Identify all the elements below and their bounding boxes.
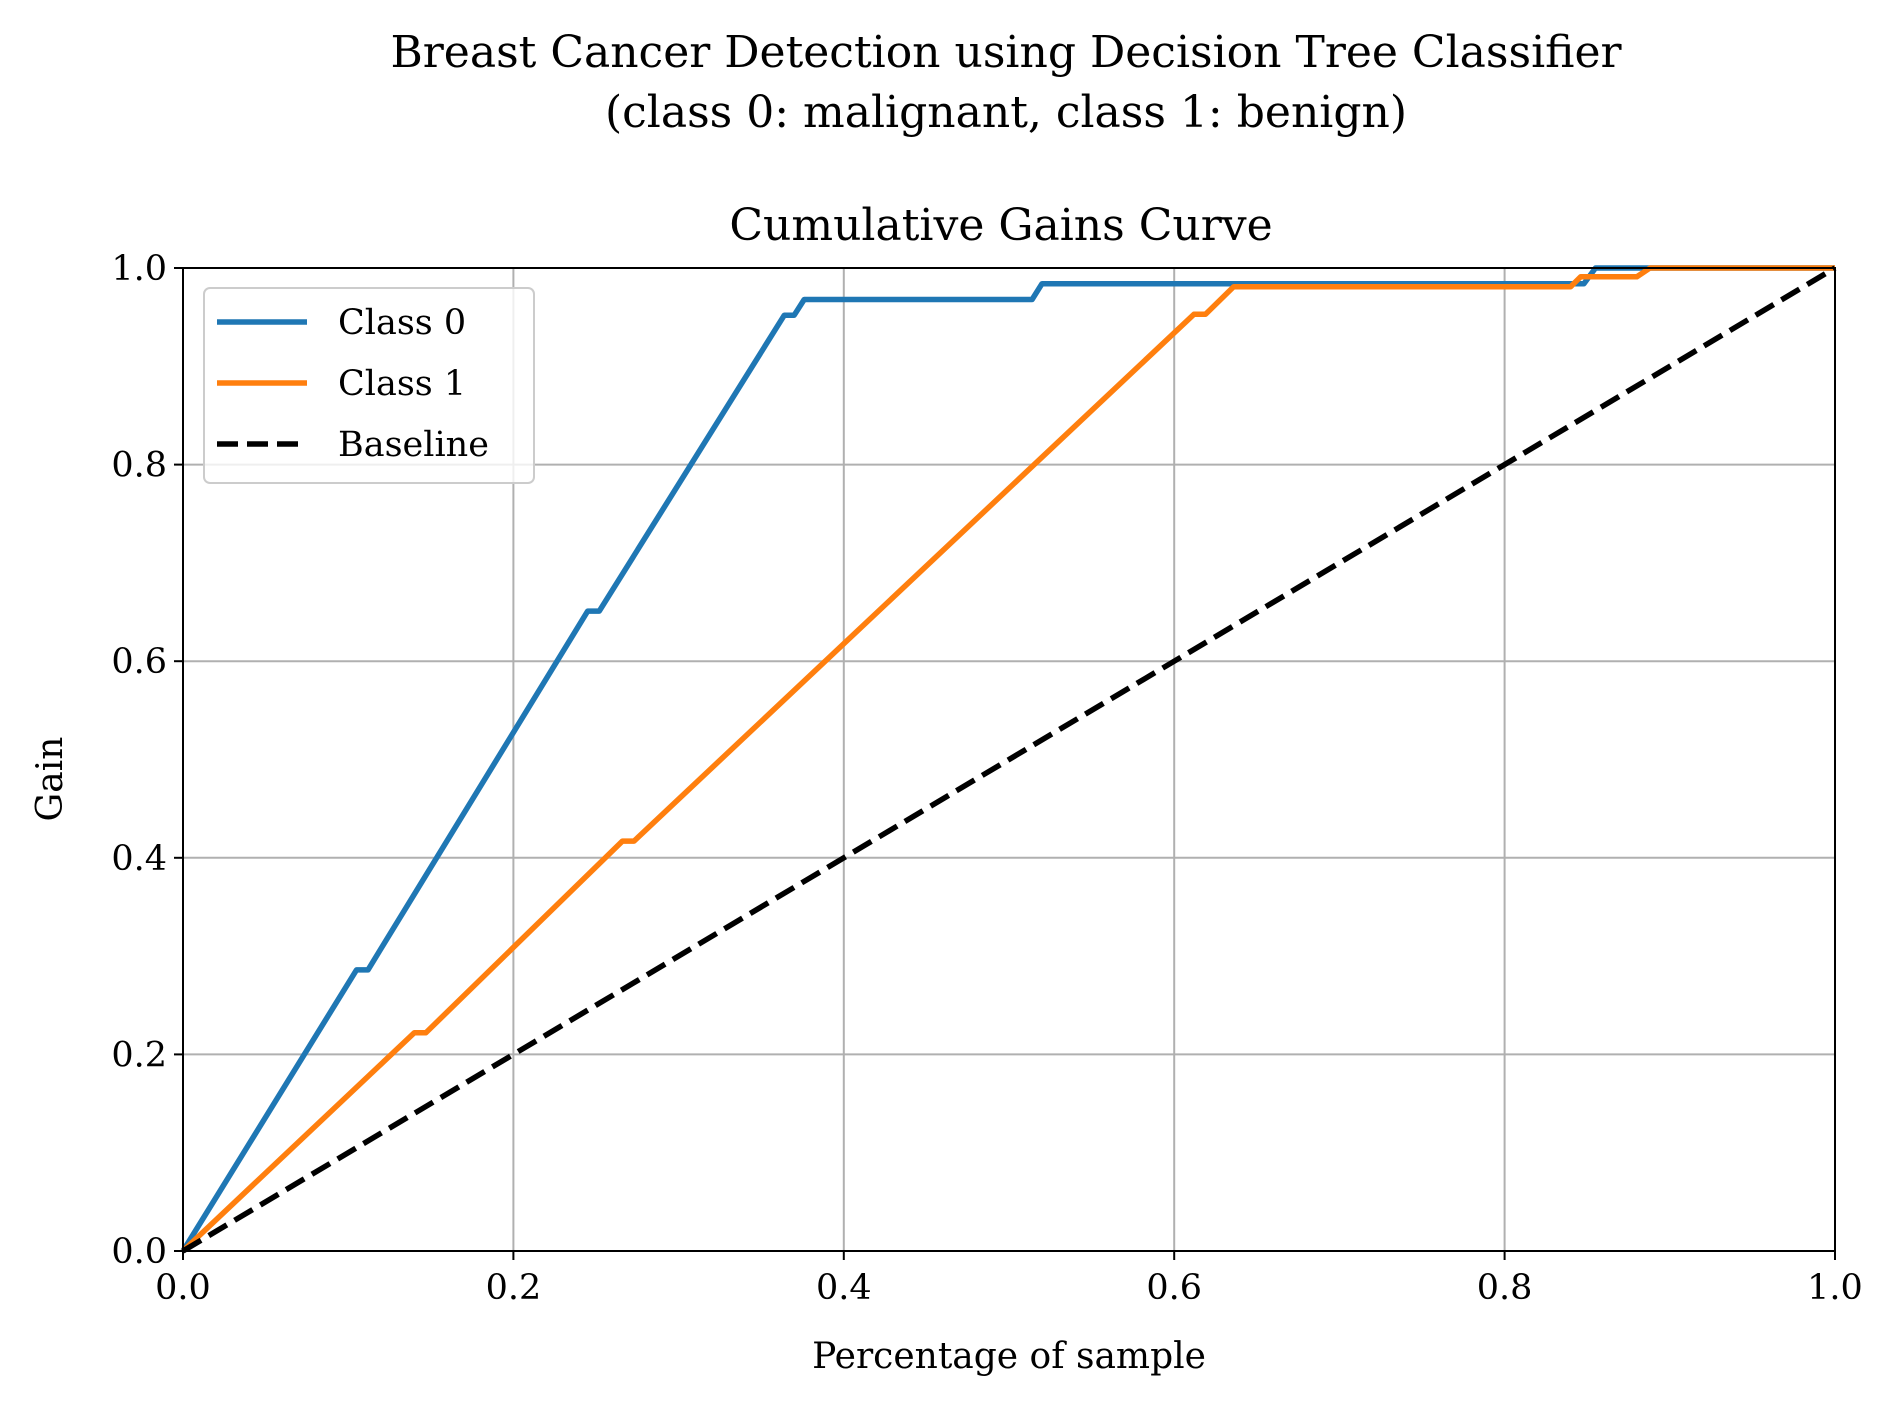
x-tick-label: 0.6: [1146, 1268, 1202, 1308]
legend-label: Baseline: [338, 425, 489, 465]
y-tick-label: 0.2: [111, 1035, 167, 1075]
axes-title: Cumulative Gains Curve: [729, 200, 1272, 251]
plot-area: [180, 265, 1837, 1254]
x-tick-label: 0.4: [816, 1268, 872, 1308]
y-tick-label: 1.0: [111, 249, 167, 289]
series-line-class-1: [181, 265, 1835, 1254]
legend: Class 0 Class 1 Baseline: [203, 287, 535, 484]
series-line-baseline: [181, 265, 1837, 1254]
x-tick-label: 0.2: [486, 1268, 542, 1308]
y-tick-label: 0.0: [111, 1232, 167, 1272]
y-tick-label: 0.4: [111, 839, 167, 879]
legend-label: Class 0: [338, 303, 466, 343]
axis-ticks: 0.0 0.2 0.4 0.6 0.8 1.0 0.0 0.2 0.4 0.6 0.8 1.0: [111, 249, 1863, 1308]
x-tick-label: 0.0: [155, 1268, 211, 1308]
legend-box: [203, 287, 535, 484]
y-tick-label: 0.6: [111, 642, 167, 682]
axes-frame: [182, 267, 1836, 1252]
chart-suptitle-line-2: (class 0: malignant, class 1: benign): [605, 87, 1407, 138]
legend-label: Class 1: [338, 364, 466, 404]
y-axis-label: Gain: [30, 737, 71, 822]
x-tick-label: 0.8: [1477, 1268, 1533, 1308]
chart-suptitle-line-1: Breast Cancer Detection using Decision T…: [390, 27, 1622, 78]
y-tick-label: 0.8: [111, 446, 167, 486]
x-axis-label: Percentage of sample: [812, 1336, 1206, 1377]
series-line-class-0: [180, 265, 1835, 1253]
x-tick-label: 1.0: [1807, 1268, 1863, 1308]
